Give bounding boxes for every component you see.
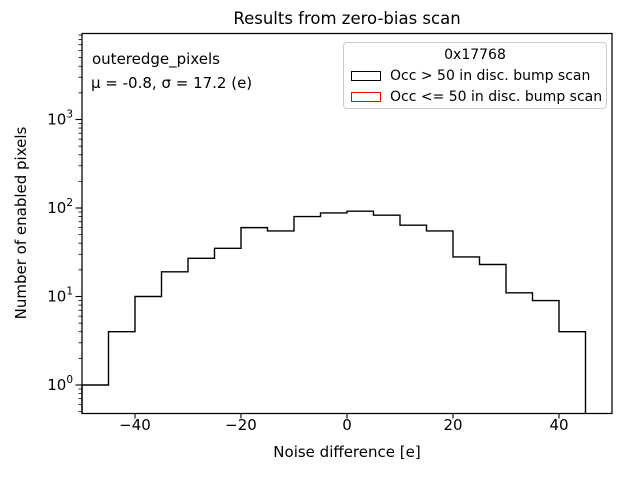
x-tick-label: 0: [342, 416, 352, 434]
x-tick-label: 40: [549, 416, 568, 434]
plot-title: Results from zero-bias scan: [233, 9, 461, 28]
legend-entry: Occ <= 50 in disc. bump scan: [351, 86, 603, 107]
y-axis-label: Number of enabled pixels: [12, 126, 30, 320]
x-tick-label: −40: [119, 416, 151, 434]
histogram-step-line: [81, 210, 587, 414]
y-tick-label: 102: [47, 197, 73, 217]
x-tick-label: 20: [443, 416, 462, 434]
x-axis-label: Noise difference [e]: [273, 443, 421, 461]
annotation-stats: μ = -0.8, σ = 17.2 (e): [91, 74, 253, 92]
legend-entry-label: Occ <= 50 in disc. bump scan: [390, 88, 603, 105]
y-tick-label: 100: [47, 374, 73, 394]
y-tick-label: 101: [47, 286, 73, 306]
y-tick-label: 103: [47, 109, 73, 129]
axes-frame: [81, 32, 613, 415]
legend-entry-label: Occ > 50 in disc. bump scan: [390, 67, 591, 84]
legend-swatch: [351, 70, 381, 81]
legend-entries: Occ > 50 in disc. bump scan Occ <= 50 in …: [351, 65, 603, 107]
legend: 0x17768 Occ > 50 in disc. bump scan Occ <…: [343, 42, 607, 109]
legend-swatch: [351, 91, 381, 102]
x-tick-label: −20: [225, 416, 257, 434]
annotation-dataset-name: outeredge_pixels: [92, 50, 220, 68]
legend-title: 0x17768: [444, 47, 506, 63]
legend-entry: Occ > 50 in disc. bump scan: [351, 65, 599, 86]
